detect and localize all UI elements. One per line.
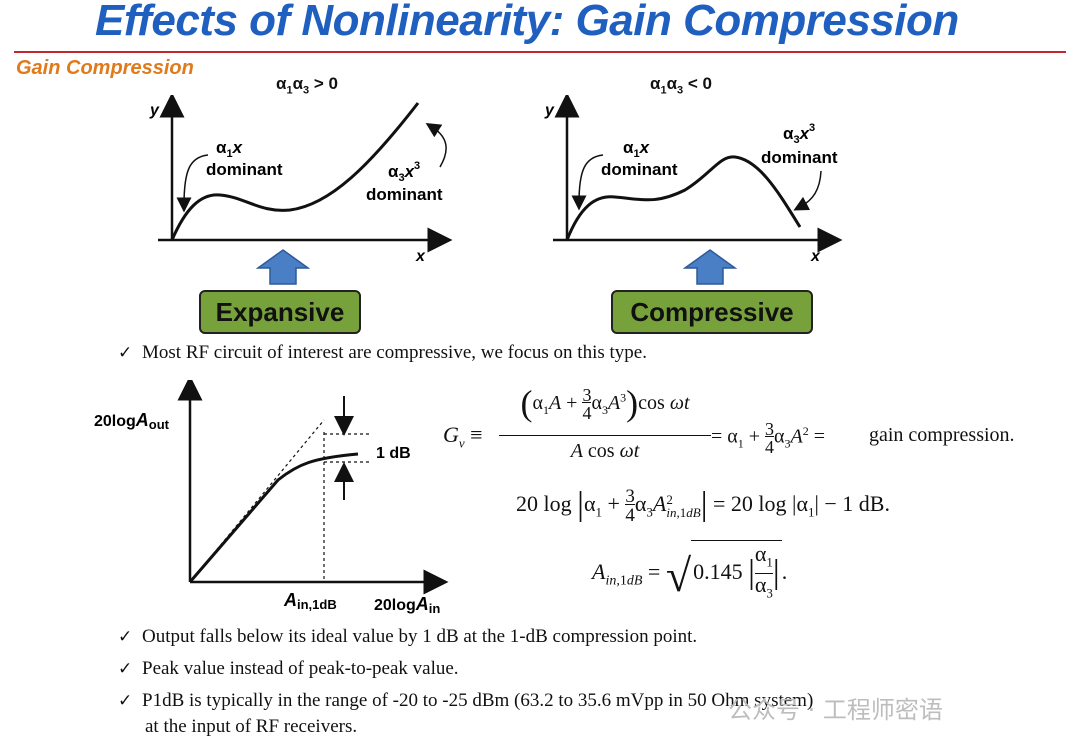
x-label: x bbox=[810, 248, 821, 265]
slide-title: Effects of Nonlinearity: Gain Compressio… bbox=[95, 0, 959, 45]
cubic-term-label: α3x3 bbox=[388, 160, 420, 184]
compressive-box: Compressive bbox=[611, 290, 813, 334]
expansive-curve bbox=[170, 102, 420, 241]
check-icon: ✓ bbox=[118, 659, 133, 679]
check-icon: ✓ bbox=[118, 627, 133, 647]
point-label: Ain,1dB bbox=[283, 590, 337, 612]
cubic-arrow bbox=[425, 123, 447, 168]
bullet-1: ✓ Most RF circuit of interest are compres… bbox=[118, 342, 647, 363]
compressive-curve bbox=[565, 155, 802, 241]
title-rule bbox=[14, 51, 1066, 53]
section-subtitle: Gain Compression bbox=[16, 57, 194, 79]
expansive-plot: y x α1x dominant α3x3 dominant bbox=[149, 95, 453, 265]
y-label: y bbox=[149, 102, 160, 119]
compressive-up-arrow bbox=[683, 249, 737, 285]
watermark: 公众号 · 工程师密语 bbox=[728, 696, 943, 724]
check-icon: ✓ bbox=[118, 691, 133, 711]
linear-arrow bbox=[571, 154, 604, 211]
compressive-condition: α1α3 < 0 bbox=[650, 74, 712, 97]
bullet-3: ✓ Peak value instead of peak-to-peak valu… bbox=[118, 658, 459, 679]
linear-dominant-label: dominant bbox=[601, 160, 678, 179]
compression-plot: 20logAout 1 dB Ain,1dB 20logAin bbox=[94, 380, 449, 616]
bullet-4: ✓ P1dB is typically in the range of -20 t… bbox=[118, 690, 814, 711]
equation-gain: Gv ≡ (α1A + 3 4α3A3)cos ωt A cos ωt = α1 … bbox=[443, 383, 1015, 462]
cubic-dominant-label: dominant bbox=[366, 185, 443, 204]
equation-1db: 20 log |α1 + 3 4α3A2 in,1dB| = 20 log |α1|… bbox=[516, 485, 890, 526]
x-label: x bbox=[415, 248, 426, 265]
linear-term-label: α1x bbox=[216, 138, 244, 160]
cubic-term-label: α3x3 bbox=[783, 122, 815, 146]
x-label: 20logAin bbox=[374, 594, 440, 616]
cubic-arrow bbox=[793, 170, 822, 211]
expansive-condition: α1α3 > 0 bbox=[276, 74, 338, 97]
equation-ain-1db: Ain,1dB = √0.145 |α1 α3|. bbox=[592, 540, 787, 605]
linear-arrow bbox=[176, 154, 209, 213]
linear-term-label: α1x bbox=[623, 138, 651, 160]
y-label: y bbox=[544, 102, 555, 119]
compressive-plot: y x α1x dominant α3x3 dominant bbox=[544, 95, 843, 265]
ideal-line bbox=[189, 419, 325, 583]
expansive-box: Expansive bbox=[199, 290, 361, 334]
linear-dominant-label: dominant bbox=[206, 160, 283, 179]
cubic-dominant-label: dominant bbox=[761, 148, 838, 167]
actual-curve bbox=[188, 452, 359, 583]
check-icon: ✓ bbox=[118, 343, 133, 363]
expansive-up-arrow bbox=[256, 249, 310, 285]
delta-label: 1 dB bbox=[376, 445, 411, 462]
bullet-4-continued: at the input of RF receivers. bbox=[145, 716, 358, 737]
y-label: 20logAout bbox=[94, 410, 170, 432]
bullet-2: ✓ Output falls below its ideal value by 1… bbox=[118, 626, 698, 647]
